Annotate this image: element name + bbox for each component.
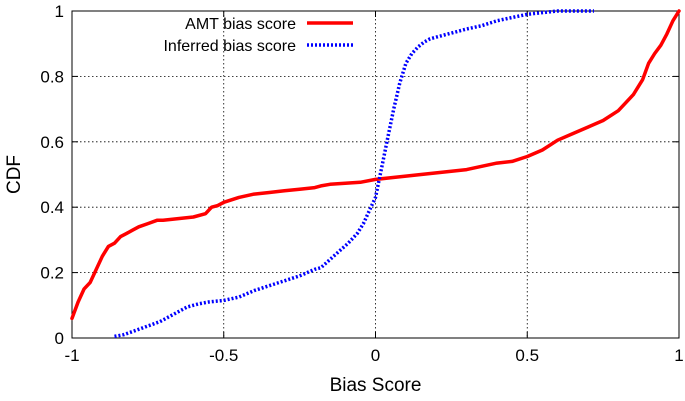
y-axis-label: CDF — [4, 155, 25, 194]
y-tick-label: 0.2 — [40, 264, 64, 283]
x-tick-label: -0.5 — [209, 346, 238, 365]
x-tick-label: 1 — [674, 346, 683, 365]
grid-lines — [72, 11, 679, 338]
y-tick-label: 0.4 — [40, 198, 64, 217]
series-line-inferred — [114, 9, 594, 339]
y-tick-label: 0.6 — [40, 133, 64, 152]
y-tick-label: 1 — [55, 2, 64, 21]
series-line-amt — [70, 9, 681, 321]
y-tick-label: 0 — [55, 329, 64, 348]
legend: AMT bias score Inferred bias score — [163, 16, 353, 55]
legend-label-amt: AMT bias score — [185, 16, 296, 33]
y-tick-label: 0.8 — [40, 67, 64, 86]
x-tick-label: -1 — [64, 346, 79, 365]
axis-ticks: -1 -0.5 0 0.5 1 0 0.2 0.4 0.6 0.8 1 — [40, 2, 683, 365]
series-layer — [70, 9, 681, 339]
legend-label-inferred: Inferred bias score — [163, 38, 296, 55]
x-tick-label: 0 — [371, 346, 380, 365]
x-tick-label: 0.5 — [515, 346, 539, 365]
x-axis-label: Bias Score — [330, 375, 422, 396]
